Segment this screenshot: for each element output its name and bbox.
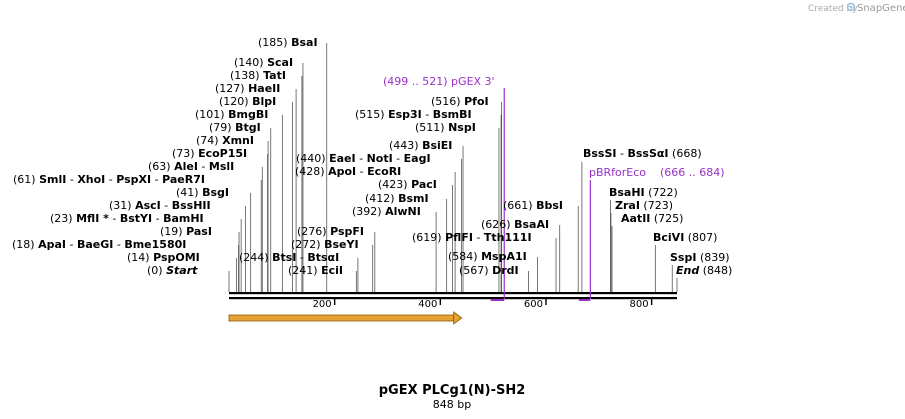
site-leader-lines (228, 43, 678, 292)
site-label-btsi: (244) BtsI - BtsαI (239, 251, 339, 264)
left-site-labels: (185) BsaI (140) ScaI (138) TatI (127) H… (12, 36, 318, 277)
site-label-esp3i-bsmbi: (515) Esp3I - BsmBI (355, 108, 472, 121)
site-label-pspomi: (14) PspOMI (127, 251, 200, 264)
site-label-apai-group: (18) ApaI - BaeGI - Bme1580I (12, 238, 186, 251)
site-label-bseyi: (272) BseYI (291, 238, 359, 251)
site-label-start: (0) Start (147, 264, 198, 277)
primer-name-pbrforeco[interactable]: pBRforEco (589, 166, 646, 179)
site-label-ecop15i: (73) EcoP15I (172, 147, 247, 160)
site-label-mspa1i: (584) MspA1I (448, 250, 527, 263)
ruler-tick-label: 200 (313, 299, 332, 310)
primer-range-pbrforeco: (666 .. 684) (660, 166, 725, 179)
sequence-strand-top (229, 292, 677, 295)
ruler-tick-label: 800 (630, 299, 649, 310)
site-label-bsssi: BssSI - BssSαI (668) (583, 147, 702, 160)
snapgene-logo-icon (846, 2, 856, 12)
site-label-nspi: (511) NspI (415, 121, 476, 134)
site-label-bsgi: (41) BsgI (176, 186, 229, 199)
sequence-strand-bottom (229, 297, 677, 300)
site-label-apoi-ecori: (428) ApoI - EcoRI (295, 165, 401, 178)
site-label-bbsi: (661) BbsI (503, 199, 563, 212)
site-label-bsahi: BsaHI (722) (609, 186, 678, 199)
ruler-tick-label: 400 (418, 299, 437, 310)
site-label-xmni: (74) XmnI (196, 134, 254, 147)
credit-brand: SnapGene (857, 3, 905, 14)
site-label-alwni: (392) AlwNI (352, 205, 421, 218)
site-label-bsai: (185) BsaI (258, 36, 318, 49)
primer-layer (490, 88, 591, 301)
position-ruler: 200 400 600 800 (313, 299, 653, 310)
site-label-bcivi: BciVI (807) (653, 231, 717, 244)
right-site-labels: BssSI - BssSαI (668) BsaHI (722) ZraI (7… (583, 147, 732, 277)
site-label-asci-bsshii: (31) AscI - BssHII (109, 199, 211, 212)
site-label-smli-group: (61) SmlI - XhoI - PspXI - PaeR7I (13, 173, 205, 186)
site-label-zrai: ZraI (723) (615, 199, 673, 212)
site-label-bsiei: (443) BsiEI (389, 139, 452, 152)
site-label-bsaai: (626) BsaAI (481, 218, 549, 231)
orf-feature-bar[interactable] (228, 314, 455, 322)
site-label-alei-msli: (63) AleI - MslI (148, 160, 234, 173)
site-label-bsmi: (412) BsmI (365, 192, 429, 205)
site-label-scai: (140) ScaI (234, 56, 293, 69)
site-label-tati: (138) TatI (230, 69, 286, 82)
mid-site-labels: (244) BtsI - BtsαI (241) EciI (272) BseY… (239, 95, 563, 277)
site-label-btgi: (79) BtgI (209, 121, 261, 134)
site-label-pfoi: (516) PfoI (431, 95, 489, 108)
primer-label-pgex3[interactable]: (499 .. 521) pGEX 3' (383, 75, 495, 88)
credit-prefix: Created by (808, 4, 858, 14)
site-label-bmgbi: (101) BmgBI (195, 108, 268, 121)
ruler-tick-label: 600 (524, 299, 543, 310)
site-label-mfli-group: (23) MflI * - BstYI - BamHI (50, 212, 204, 225)
site-label-end: End (848) (676, 264, 732, 277)
plasmid-length: 848 bp (433, 398, 471, 411)
orf-feature-arrowhead[interactable] (453, 311, 463, 325)
site-label-drdi: (567) DrdI (459, 264, 519, 277)
site-label-blpi: (120) BlpI (219, 95, 276, 108)
site-label-eaei-group: (440) EaeI - NotI - EagI (296, 152, 431, 165)
site-label-pflfi-group: (619) PflFI - Tth111I (412, 231, 532, 244)
site-label-ecii: (241) EciI (288, 264, 343, 277)
site-label-pasi: (19) PasI (160, 225, 212, 238)
feature-layer (228, 311, 463, 325)
site-label-aatii: AatII (725) (621, 212, 683, 225)
plasmid-title: pGEX PLCg1(N)-SH2 (379, 383, 526, 398)
site-label-pspfi: (276) PspFI (297, 225, 364, 238)
site-label-haeii: (127) HaeII (215, 82, 280, 95)
site-label-sspi: SspI (839) (670, 251, 730, 264)
site-label-paci: (423) PacI (378, 178, 437, 191)
